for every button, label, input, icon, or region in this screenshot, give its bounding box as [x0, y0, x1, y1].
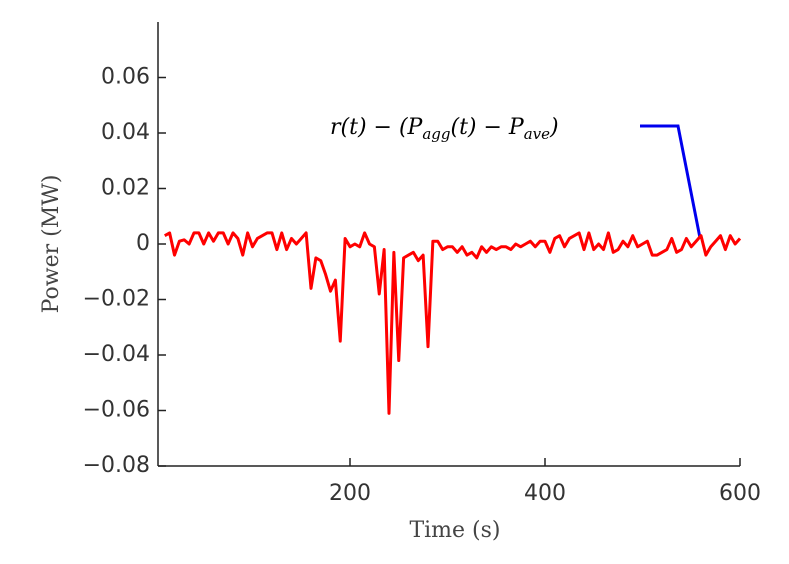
- y-axis-label: Power (MW): [39, 175, 64, 314]
- y-tick-label: 0: [136, 231, 150, 256]
- annotation-leader: [640, 124, 702, 239]
- series-line: [164, 231, 742, 415]
- y-tick-label: 0.06: [101, 65, 150, 90]
- y-tick-label: 0.02: [101, 176, 150, 201]
- annotation-subscript: ave: [524, 125, 550, 143]
- annotation-part: r(t) − (P: [330, 115, 424, 140]
- x-tick-label: 200: [329, 481, 371, 506]
- x-tick-label: 600: [719, 481, 761, 506]
- y-tick-label: −0.04: [83, 342, 150, 367]
- annotation: r(t) − (Pagg(t) − Pave): [330, 115, 559, 143]
- x-tick-label: 400: [524, 481, 566, 506]
- y-tick-label: 0.04: [101, 120, 150, 145]
- x-axis-label: Time (s): [409, 518, 500, 543]
- annotation-subscript: agg: [422, 125, 450, 143]
- y-tick-label: −0.08: [83, 453, 150, 478]
- annotation-part: (t) − P: [451, 115, 525, 140]
- y-tick-label: −0.06: [83, 398, 150, 423]
- annotation-part: ): [549, 115, 559, 140]
- y-tick-label: −0.02: [83, 287, 150, 312]
